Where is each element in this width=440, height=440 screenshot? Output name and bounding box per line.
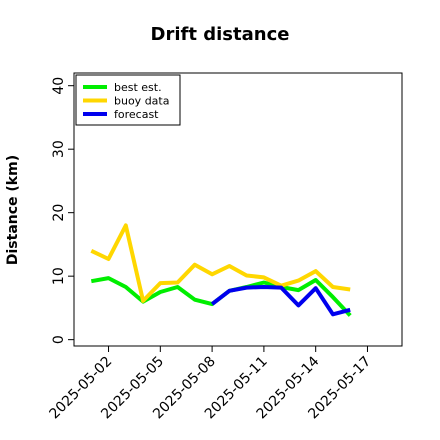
legend-label: forecast bbox=[114, 108, 159, 121]
plot-frame bbox=[73, 72, 403, 347]
y-tick-label: 40 bbox=[51, 77, 67, 95]
y-tick-label: 0 bbox=[51, 335, 67, 344]
series-line-buoy-data bbox=[90, 223, 351, 303]
legend-label: best est. bbox=[114, 81, 162, 94]
chart-title: Drift distance bbox=[150, 24, 290, 45]
legend-label: buoy data bbox=[114, 95, 169, 108]
plot-layer bbox=[90, 223, 352, 317]
y-tick-label: 20 bbox=[51, 204, 67, 222]
y-tick-label: 10 bbox=[51, 267, 67, 285]
axis-layer: 0102030402025-05-022025-05-052025-05-082… bbox=[47, 77, 375, 423]
series-line-forecast bbox=[210, 285, 351, 317]
y-tick-label: 30 bbox=[51, 140, 67, 158]
